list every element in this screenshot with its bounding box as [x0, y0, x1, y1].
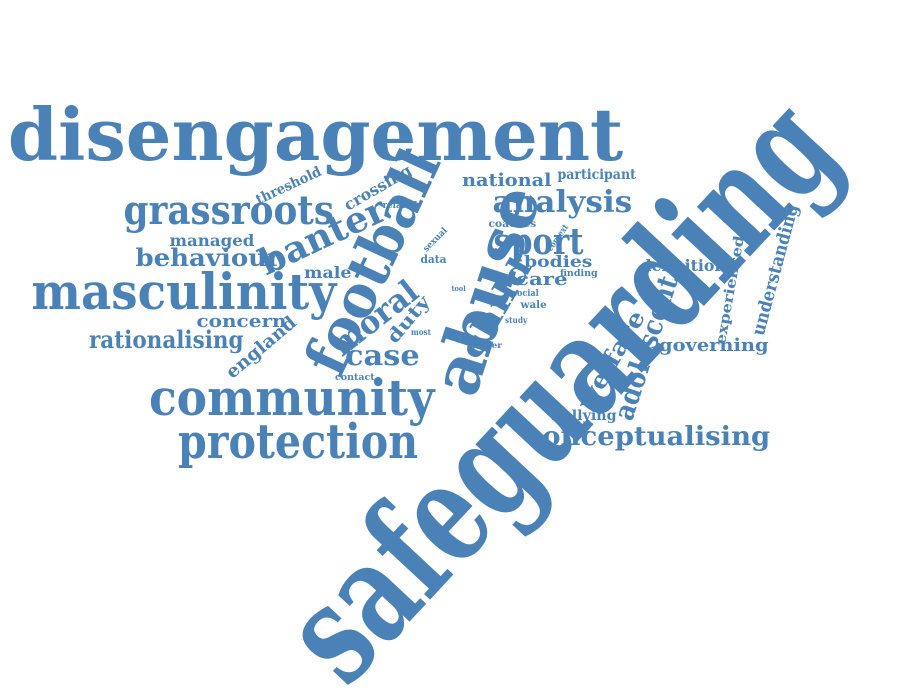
word-rationalising: rationalising: [88, 325, 244, 354]
word-coaches: coaches: [488, 219, 536, 230]
word-case: case: [344, 339, 420, 372]
word-tool: tool: [451, 283, 466, 293]
word-definition: definition: [640, 256, 726, 275]
word-bodies: bodies: [523, 252, 593, 271]
word-participant: participant: [556, 167, 636, 183]
word-male: male: [304, 263, 352, 282]
word-masculinity: masculinity: [31, 262, 337, 321]
word-community: community: [148, 368, 435, 427]
word-disengagement: disengagement: [7, 92, 623, 177]
word-concern: concern: [196, 311, 287, 332]
word-care: care: [516, 269, 568, 290]
word-protection: protection: [178, 414, 419, 470]
word-national: national: [462, 170, 552, 191]
word-player: player: [472, 340, 502, 350]
word-study: study: [505, 315, 528, 325]
word-sexual: sexual: [421, 225, 450, 254]
word-behaviour: behaviour: [135, 243, 281, 272]
word-grassroots: grassroots: [122, 187, 334, 234]
word-line: line: [482, 267, 498, 277]
word-conceptualising: conceptualising: [525, 422, 771, 452]
word-most: most: [411, 327, 431, 337]
word-related: related: [382, 200, 418, 211]
word-finding: finding: [560, 268, 598, 279]
word-sport: sport: [493, 221, 584, 263]
word-bullying: bullying: [551, 408, 617, 424]
word-contact: contact: [335, 372, 375, 383]
word-managed: managed: [169, 231, 255, 250]
word-social: social: [512, 288, 539, 299]
word-analysis: analysis: [492, 185, 632, 220]
word-data: data: [420, 252, 447, 266]
word-wale: wale: [519, 300, 547, 311]
word-governing: governing: [659, 335, 769, 356]
